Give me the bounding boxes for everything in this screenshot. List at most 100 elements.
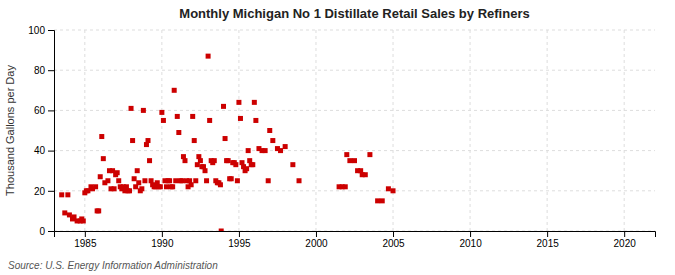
tick: 2010: [459, 231, 482, 249]
plot-root: 1985199019952000200520102015202002040608…: [28, 25, 655, 249]
point: [290, 162, 295, 167]
point: [252, 100, 257, 105]
point: [267, 128, 272, 133]
point: [203, 168, 208, 173]
point: [190, 114, 195, 119]
point: [173, 178, 178, 183]
tick: 1985: [74, 231, 97, 249]
grid-line: [238, 30, 239, 231]
point: [253, 118, 258, 123]
point: [246, 148, 251, 153]
tick-mark: [48, 30, 54, 31]
point: [221, 104, 226, 109]
tick: 60: [34, 105, 54, 116]
point: [266, 178, 271, 183]
tick-mark: [48, 151, 54, 152]
tick-mark: [162, 231, 163, 237]
point: [99, 134, 104, 139]
point: [193, 178, 198, 183]
point: [226, 158, 231, 163]
point: [229, 176, 234, 181]
tick-label: 2010: [459, 238, 482, 249]
tick-label: 40: [34, 145, 46, 156]
point: [244, 166, 249, 171]
point: [158, 184, 163, 189]
grid-line: [547, 30, 548, 231]
point: [192, 138, 197, 143]
point: [62, 210, 67, 215]
point: [130, 138, 135, 143]
tick-mark: [547, 231, 548, 237]
point: [164, 184, 169, 189]
source-note: Source: U.S. Energy Information Administ…: [8, 260, 218, 271]
point: [207, 118, 212, 123]
point: [236, 100, 241, 105]
point: [59, 192, 64, 197]
point: [235, 178, 240, 183]
point: [391, 188, 396, 193]
tick-mark: [316, 231, 317, 237]
point: [98, 174, 103, 179]
point: [219, 229, 224, 232]
point: [146, 138, 151, 143]
point: [204, 178, 209, 183]
tick-mark: [48, 191, 54, 192]
tick-label: 0: [39, 226, 45, 237]
tick: 2005: [382, 231, 405, 249]
tick: 2020: [614, 231, 637, 249]
point: [278, 148, 283, 153]
grid-line: [393, 30, 394, 231]
point: [112, 186, 117, 191]
tick-label: 1995: [228, 238, 251, 249]
tick-mark: [48, 110, 54, 111]
y-axis-label: Thousand Gallons per Day: [4, 65, 16, 196]
point: [206, 54, 211, 59]
point: [367, 152, 372, 157]
point: [238, 116, 243, 121]
point: [223, 136, 228, 141]
point: [233, 162, 238, 167]
point: [170, 184, 175, 189]
chart-container: 1985199019952000200520102015202002040608…: [0, 0, 675, 275]
point: [263, 148, 268, 153]
point: [167, 178, 172, 183]
chart-svg: 1985199019952000200520102015202002040608…: [0, 0, 675, 275]
point: [175, 114, 180, 119]
title: Monthly Michigan No 1 Distillate Retail …: [179, 6, 529, 21]
point: [81, 218, 86, 223]
point: [347, 158, 352, 163]
grid: [54, 30, 655, 231]
point: [116, 178, 121, 183]
point: [182, 158, 187, 163]
grid-line: [84, 30, 85, 231]
point: [386, 186, 391, 191]
x-axis: 19851990199520002005201020152020: [55, 231, 656, 249]
point: [212, 158, 217, 163]
point: [159, 110, 164, 115]
tick: 100: [28, 25, 54, 36]
y-axis: 020406080100: [28, 25, 54, 237]
tick-label: 60: [34, 105, 46, 116]
grid-line: [315, 30, 316, 231]
point: [375, 198, 380, 203]
point: [344, 152, 349, 157]
tick: 1990: [151, 231, 174, 249]
tick: 40: [34, 145, 54, 156]
point: [127, 188, 132, 193]
point: [115, 170, 120, 175]
point: [142, 178, 147, 183]
tick-label: 1990: [151, 238, 174, 249]
point: [363, 172, 368, 177]
tick-label: 2020: [614, 238, 637, 249]
tick-label: 20: [34, 186, 46, 197]
tick: 0: [39, 226, 54, 237]
grid-line: [54, 70, 655, 71]
point: [380, 198, 385, 203]
point: [129, 106, 134, 111]
point: [198, 158, 203, 163]
tick-mark: [48, 231, 54, 232]
tick: 20: [34, 186, 54, 197]
tick: 2000: [305, 231, 328, 249]
point: [283, 144, 288, 149]
point: [270, 138, 275, 143]
